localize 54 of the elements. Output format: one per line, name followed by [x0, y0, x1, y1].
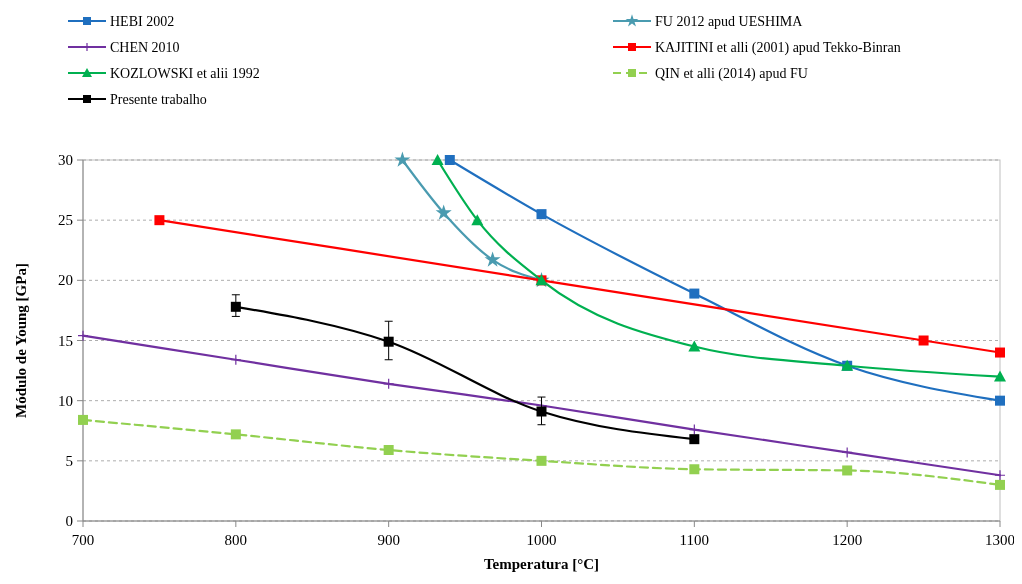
y-tick-label: 0 [65, 513, 73, 529]
point [383, 445, 394, 455]
x-tick-label: 900 [377, 532, 400, 548]
x-tick-label: 1300 [985, 532, 1015, 548]
point [841, 446, 853, 459]
legend-label: FU 2012 apud UESHIMA [655, 14, 804, 29]
y-tick-label: 25 [58, 212, 73, 229]
point [394, 151, 411, 167]
legend-label: Presente trabalho [110, 92, 207, 107]
point [689, 288, 700, 299]
point [484, 251, 501, 267]
point [444, 155, 455, 165]
y-axis-title: Módulo de Young [GPa] [13, 263, 29, 418]
legend-label: QIN et alli (2014) apud FU [655, 66, 808, 82]
point [995, 395, 1005, 406]
point [994, 370, 1006, 382]
legend-label: KAJITINI et alli (2001) apud Tekko-Binran [655, 40, 901, 56]
point [994, 469, 1006, 481]
point [689, 464, 700, 475]
point [383, 378, 395, 390]
x-axis-title: Temperatura [°C] [483, 556, 600, 572]
point [995, 479, 1005, 490]
point [536, 406, 547, 417]
point [78, 414, 88, 425]
y-tick-label: 10 [58, 392, 73, 409]
point [688, 340, 701, 352]
point [536, 209, 547, 220]
legend-label: HEBI 2002 [110, 14, 175, 29]
point [995, 347, 1005, 358]
point [918, 335, 929, 346]
legend-label: KOZLOWSKI et alii 1992 [110, 66, 260, 81]
point [230, 429, 241, 440]
point [842, 465, 853, 476]
y-tick-label: 20 [58, 272, 73, 289]
y-tick-label: 30 [58, 152, 73, 168]
point [154, 215, 165, 226]
legend-label: CHEN 2010 [110, 40, 180, 55]
y-tick-label: 5 [65, 452, 73, 469]
point [431, 154, 444, 165]
x-tick-label: 1100 [679, 532, 710, 548]
point [230, 354, 242, 366]
point [471, 214, 484, 226]
point [77, 330, 89, 342]
x-tick-label: 1000 [526, 532, 557, 548]
x-tick-label: 1200 [832, 532, 863, 548]
x-tick-label: 700 [71, 532, 95, 548]
x-tick-label: 800 [224, 532, 248, 548]
point [435, 204, 452, 220]
point [536, 455, 547, 466]
point [688, 423, 700, 436]
point [230, 301, 241, 312]
y-tick-label: 15 [58, 332, 73, 349]
point [383, 336, 394, 347]
point [689, 434, 700, 445]
